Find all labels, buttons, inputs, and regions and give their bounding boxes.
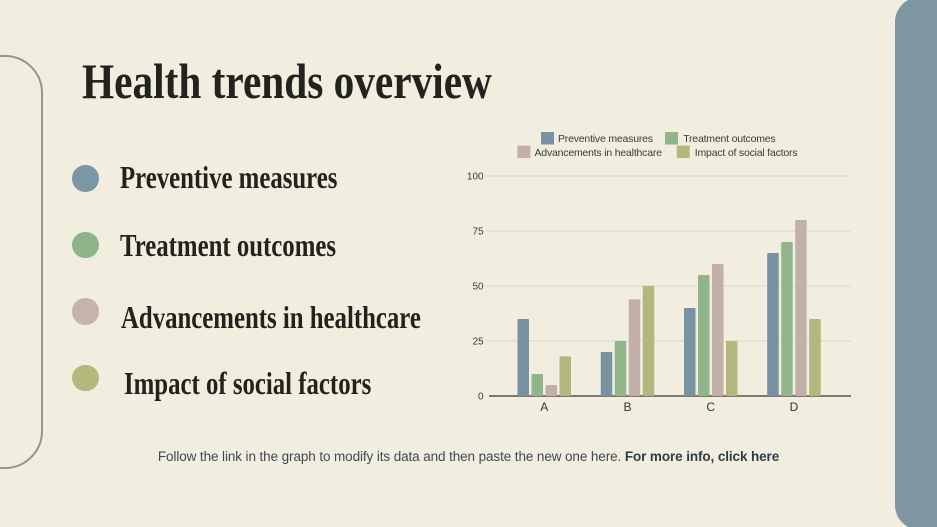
svg-text:Preventive measures: Preventive measures: [558, 133, 653, 145]
svg-text:0: 0: [478, 392, 484, 403]
svg-text:A: A: [540, 400, 548, 414]
svg-text:B: B: [623, 400, 631, 414]
svg-text:50: 50: [472, 282, 484, 293]
svg-text:75: 75: [472, 227, 484, 238]
svg-text:Advancements in healthcare: Advancements in healthcare: [535, 147, 663, 159]
svg-text:C: C: [706, 400, 715, 414]
svg-text:100: 100: [467, 172, 484, 183]
svg-text:D: D: [790, 400, 799, 414]
svg-text:25: 25: [472, 337, 484, 348]
svg-text:Impact of social factors: Impact of social factors: [695, 147, 798, 159]
svg-text:Treatment outcomes: Treatment outcomes: [683, 133, 775, 145]
